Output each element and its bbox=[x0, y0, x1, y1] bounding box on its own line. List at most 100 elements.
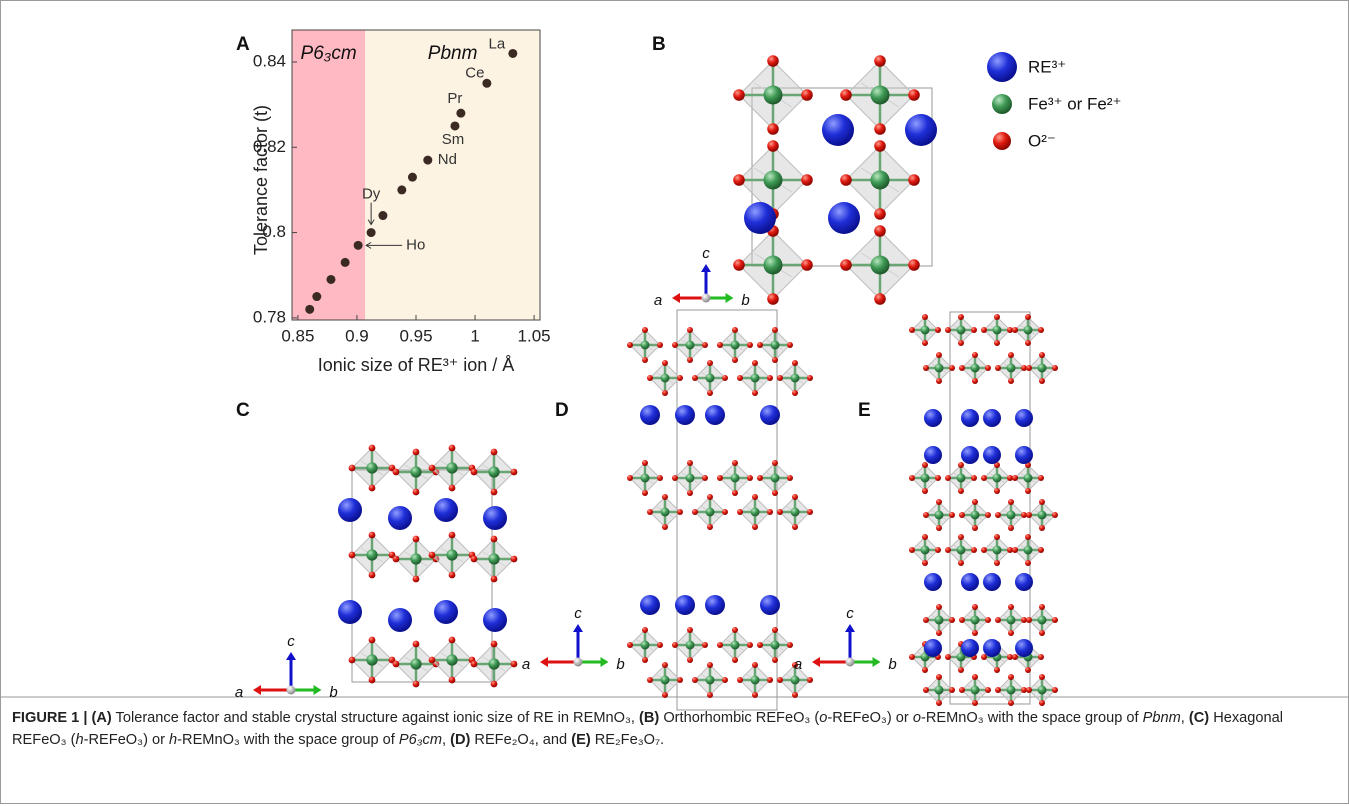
fe-atom bbox=[1007, 686, 1016, 695]
oxygen-atom bbox=[1008, 352, 1014, 358]
oxygen-atom bbox=[449, 445, 456, 452]
oxygen-atom bbox=[733, 89, 745, 101]
oxygen-atom bbox=[449, 485, 456, 492]
oxygen-atom bbox=[874, 123, 886, 135]
oxygen-atom bbox=[511, 661, 518, 668]
oxygen-atom bbox=[1008, 525, 1014, 531]
oxygen-atom bbox=[959, 512, 965, 518]
oxygen-atom bbox=[922, 462, 928, 468]
re-atom bbox=[760, 405, 780, 425]
legend-swatch bbox=[993, 132, 1011, 150]
oxygen-atom bbox=[369, 485, 376, 492]
oxygen-atom bbox=[677, 375, 683, 381]
fe-atom bbox=[1007, 364, 1016, 373]
axis-label: b bbox=[616, 656, 624, 673]
oxygen-atom bbox=[657, 475, 663, 481]
oxygen-atom bbox=[935, 547, 941, 553]
re-atom bbox=[1015, 573, 1033, 591]
re-atom bbox=[338, 600, 362, 624]
oxygen-atom bbox=[707, 662, 713, 668]
oxygen-atom bbox=[981, 654, 987, 660]
axis-label: a bbox=[654, 292, 662, 309]
caption-run: -REFeO₃) or bbox=[827, 710, 912, 726]
oxygen-atom bbox=[722, 509, 728, 515]
oxygen-atom bbox=[995, 617, 1001, 623]
oxygen-atom bbox=[1026, 687, 1032, 693]
oxygen-atom bbox=[767, 123, 779, 135]
oxygen-atom bbox=[707, 494, 713, 500]
oxygen-atom bbox=[949, 512, 955, 518]
oxygen-atom bbox=[692, 375, 698, 381]
oxygen-atom bbox=[972, 378, 978, 384]
oxygen-atom bbox=[923, 617, 929, 623]
oxygen-atom bbox=[1039, 352, 1045, 358]
oxygen-atom bbox=[677, 509, 683, 515]
oxygen-atom bbox=[807, 677, 813, 683]
oxygen-atom bbox=[772, 357, 778, 363]
fe-atom bbox=[1038, 364, 1047, 373]
oxygen-atom bbox=[923, 687, 929, 693]
re-atom bbox=[961, 639, 979, 657]
caption-run: Pbnm bbox=[1143, 710, 1181, 726]
oxygen-atom bbox=[801, 174, 813, 186]
re-atom bbox=[924, 639, 942, 657]
oxygen-atom bbox=[985, 512, 991, 518]
oxygen-atom bbox=[1008, 499, 1014, 505]
oxygen-atom bbox=[792, 390, 798, 396]
oxygen-atom bbox=[949, 617, 955, 623]
fe-atom bbox=[366, 654, 377, 665]
oxygen-atom bbox=[349, 657, 356, 664]
re-atom bbox=[828, 202, 860, 234]
oxygen-atom bbox=[1025, 534, 1031, 540]
oxygen-atom bbox=[627, 642, 633, 648]
oxygen-atom bbox=[413, 489, 420, 496]
arrow-head bbox=[314, 685, 322, 695]
arrow-head bbox=[701, 264, 711, 272]
oxygen-atom bbox=[981, 475, 987, 481]
oxygen-atom bbox=[662, 390, 668, 396]
data-point bbox=[326, 275, 335, 284]
oxygen-atom bbox=[752, 692, 758, 698]
fe-atom bbox=[446, 654, 457, 665]
fe-atom bbox=[661, 374, 670, 383]
caption-run: h bbox=[169, 732, 177, 748]
axis-label: a bbox=[794, 656, 802, 673]
re-atom bbox=[961, 573, 979, 591]
oxygen-atom bbox=[1025, 340, 1031, 346]
oxygen-atom bbox=[369, 677, 376, 684]
oxygen-atom bbox=[792, 692, 798, 698]
oxygen-atom bbox=[752, 662, 758, 668]
oxygen-atom bbox=[807, 509, 813, 515]
oxygen-atom bbox=[772, 327, 778, 333]
oxygen-atom bbox=[393, 556, 400, 563]
oxygen-atom bbox=[767, 677, 773, 683]
oxygen-atom bbox=[958, 534, 964, 540]
oxygen-atom bbox=[1026, 512, 1032, 518]
re-atom bbox=[675, 595, 695, 615]
oxygen-atom bbox=[672, 642, 678, 648]
oxygen-atom bbox=[757, 475, 763, 481]
oxygen-atom bbox=[752, 390, 758, 396]
caption-run: -REFeO₃) or bbox=[84, 732, 169, 748]
oxygen-atom bbox=[642, 327, 648, 333]
axis-label: c bbox=[287, 633, 295, 650]
legend: RE³⁺Fe³⁺ or Fe²⁺O²⁻ bbox=[987, 52, 1122, 150]
re-atom bbox=[705, 405, 725, 425]
oxygen-atom bbox=[945, 327, 951, 333]
oxygen-atom bbox=[1025, 560, 1031, 566]
oxygen-atom bbox=[959, 365, 965, 371]
fe-atom bbox=[1024, 474, 1033, 483]
oxygen-atom bbox=[985, 365, 991, 371]
oxygen-atom bbox=[702, 342, 708, 348]
oxygen-atom bbox=[349, 552, 356, 559]
data-point bbox=[508, 49, 517, 58]
oxygen-atom bbox=[936, 630, 942, 636]
fe-atom bbox=[641, 341, 650, 350]
oxygen-atom bbox=[909, 547, 915, 553]
oxygen-atom bbox=[840, 259, 852, 271]
oxygen-atom bbox=[994, 534, 1000, 540]
oxygen-atom bbox=[971, 327, 977, 333]
oxygen-atom bbox=[936, 525, 942, 531]
oxygen-atom bbox=[642, 627, 648, 633]
oxygen-atom bbox=[702, 642, 708, 648]
